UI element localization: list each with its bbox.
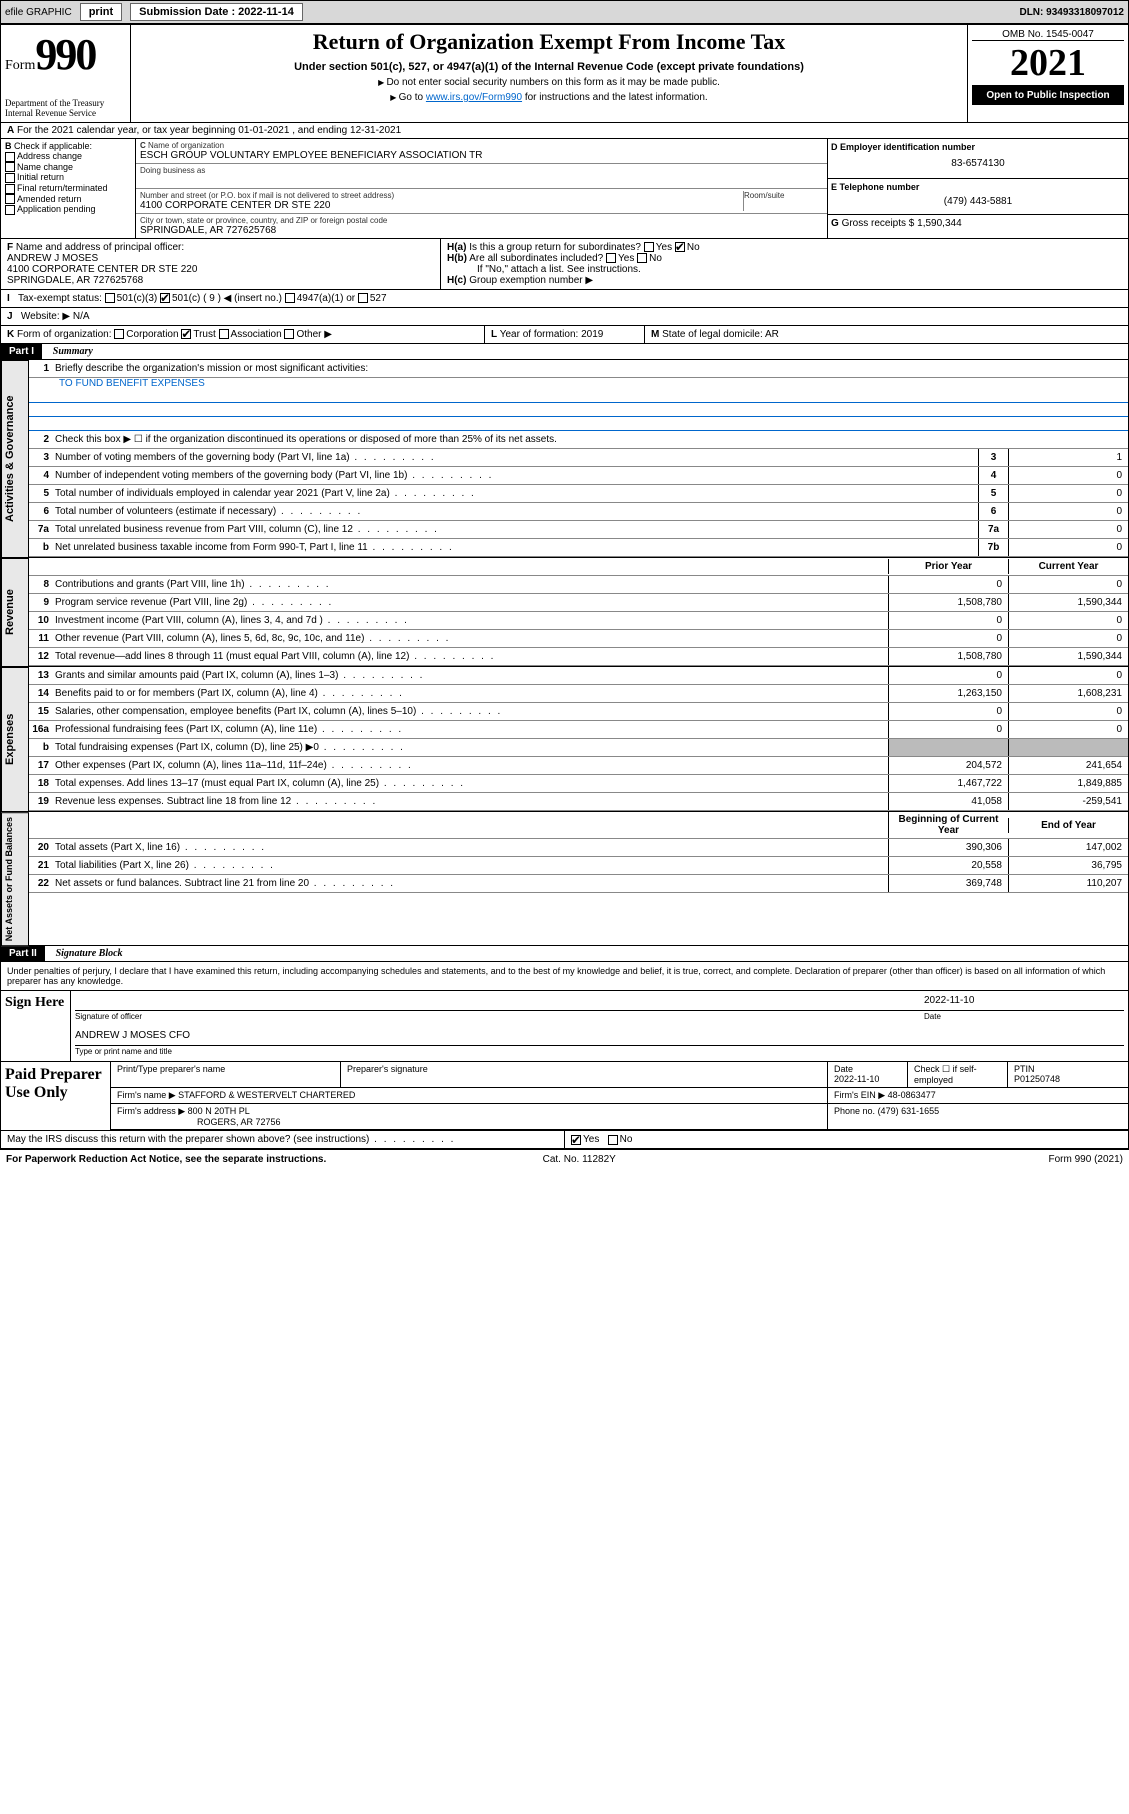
print-button[interactable]: print — [80, 3, 122, 21]
firm-ein: 48-0863477 — [888, 1090, 936, 1100]
501c9-check[interactable] — [160, 293, 170, 303]
mission[interactable]: TO FUND BENEFIT EXPENSES — [59, 378, 205, 389]
chk-initial[interactable]: Initial return — [5, 172, 131, 183]
form-header: Form990 Department of the Treasury Inter… — [0, 24, 1129, 123]
col-deg: D Employer identification number83-65741… — [828, 139, 1128, 239]
table-row: 6Total number of volunteers (estimate if… — [29, 503, 1128, 521]
chk-final[interactable]: Final return/terminated — [5, 183, 131, 194]
table-row: 22Net assets or fund balances. Subtract … — [29, 875, 1128, 893]
part1-header: Part I Summary — [0, 344, 1129, 360]
instr-link: Go to www.irs.gov/Form990 for instructio… — [135, 92, 963, 103]
table-row: 14Benefits paid to or for members (Part … — [29, 685, 1128, 703]
row-fh: F Name and address of principal officer:… — [0, 239, 1129, 290]
table-row: 13Grants and similar amounts paid (Part … — [29, 667, 1128, 685]
table-row: 4Number of independent voting members of… — [29, 467, 1128, 485]
form-subtitle: Under section 501(c), 527, or 4947(a)(1)… — [135, 61, 963, 73]
chk-name[interactable]: Name change — [5, 162, 131, 173]
submission-date: Submission Date : 2022-11-14 — [130, 3, 303, 21]
net-label: Net Assets or Fund Balances — [1, 812, 29, 946]
chk-address[interactable]: Address change — [5, 151, 131, 162]
table-row: 7aTotal unrelated business revenue from … — [29, 521, 1128, 539]
open-inspection: Open to Public Inspection — [972, 86, 1124, 105]
row-klm: K Form of organization: Corporation Trus… — [0, 326, 1129, 344]
year-formed: 2019 — [581, 329, 603, 340]
trust-check[interactable] — [181, 329, 191, 339]
header-title-cell: Return of Organization Exempt From Incom… — [131, 25, 968, 122]
rev-label: Revenue — [1, 558, 29, 667]
table-row: 8Contributions and grants (Part VIII, li… — [29, 576, 1128, 594]
row-j: J Website: ▶ N/A — [0, 308, 1129, 326]
prep-date: 2022-11-10 — [834, 1074, 879, 1084]
cat-no: Cat. No. 11282Y — [543, 1154, 616, 1165]
col-b: B Check if applicable: Address change Na… — [1, 139, 136, 239]
table-row: 12Total revenue—add lines 8 through 11 (… — [29, 648, 1128, 666]
phone: (479) 443-5881 — [831, 192, 1125, 211]
table-row: 16aProfessional fundraising fees (Part I… — [29, 721, 1128, 739]
chk-pending[interactable]: Application pending — [5, 204, 131, 215]
firm-name: STAFFORD & WESTERVELT CHARTERED — [178, 1090, 355, 1100]
table-row: 3Number of voting members of the governi… — [29, 449, 1128, 467]
form-number-cell: Form990 Department of the Treasury Inter… — [1, 25, 131, 122]
instr-ssn: Do not enter social security numbers on … — [135, 77, 963, 88]
gross-receipts: 1,590,344 — [917, 218, 962, 229]
irs-link[interactable]: www.irs.gov/Form990 — [426, 92, 522, 103]
form-title: Return of Organization Exempt From Incom… — [135, 29, 963, 55]
form-ref: Form 990 (2021) — [1049, 1154, 1123, 1165]
expenses-block: Expenses 13Grants and similar amounts pa… — [0, 667, 1129, 812]
discuss-row: May the IRS discuss this return with the… — [0, 1131, 1129, 1149]
sign-block: Sign Here Signature of officer2022-11-10… — [0, 990, 1129, 1062]
gov-label: Activities & Governance — [1, 360, 29, 558]
table-row: 18Total expenses. Add lines 13–17 (must … — [29, 775, 1128, 793]
table-row: 21Total liabilities (Part X, line 26)20,… — [29, 857, 1128, 875]
exp-label: Expenses — [1, 667, 29, 812]
sign-date: 2022-11-10 — [924, 995, 1124, 1011]
discuss-yes[interactable] — [571, 1135, 581, 1145]
ha-no[interactable] — [675, 242, 685, 252]
domicile: AR — [765, 329, 779, 340]
table-row: 9Program service revenue (Part VIII, lin… — [29, 594, 1128, 612]
col-c: C Name of organizationESCH GROUP VOLUNTA… — [136, 139, 828, 239]
table-row: 5Total number of individuals employed in… — [29, 485, 1128, 503]
table-row: 19Revenue less expenses. Subtract line 1… — [29, 793, 1128, 811]
row-a: A For the 2021 calendar year, or tax yea… — [0, 123, 1129, 139]
footer: For Paperwork Reduction Act Notice, see … — [0, 1149, 1129, 1169]
efile-label: efile GRAPHIC — [5, 7, 72, 18]
part2-header: Part II Signature Block — [0, 946, 1129, 962]
website: N/A — [73, 311, 90, 322]
firm-addr: 800 N 20TH PL — [188, 1106, 250, 1116]
top-bar: efile GRAPHIC print Submission Date : 20… — [0, 0, 1129, 24]
governance-block: Activities & Governance 1Briefly describ… — [0, 360, 1129, 558]
table-row: bNet unrelated business taxable income f… — [29, 539, 1128, 557]
form-num: 990 — [35, 30, 95, 79]
row-i: I Tax-exempt status: 501(c)(3) 501(c) ( … — [0, 290, 1129, 308]
revenue-block: Revenue Prior YearCurrent Year 8Contribu… — [0, 558, 1129, 667]
org-name: ESCH GROUP VOLUNTARY EMPLOYEE BENEFICIAR… — [140, 150, 483, 161]
table-row: 17Other expenses (Part IX, column (A), l… — [29, 757, 1128, 775]
org-addr: 4100 CORPORATE CENTER DR STE 220 — [140, 200, 330, 211]
form-word: Form — [5, 58, 35, 73]
netassets-block: Net Assets or Fund Balances Beginning of… — [0, 812, 1129, 946]
ein: 83-6574130 — [831, 152, 1125, 175]
table-row: 11Other revenue (Part VIII, column (A), … — [29, 630, 1128, 648]
table-row: 10Investment income (Part VIII, column (… — [29, 612, 1128, 630]
table-row: 15Salaries, other compensation, employee… — [29, 703, 1128, 721]
firm-phone: (479) 631-1655 — [878, 1106, 940, 1116]
identity-block: B Check if applicable: Address change Na… — [0, 139, 1129, 239]
dln: DLN: 93493318097012 — [1019, 7, 1124, 18]
org-city: SPRINGDALE, AR 727625768 — [140, 225, 276, 236]
officer-name-title: ANDREW J MOSES CFO — [75, 1030, 1124, 1046]
table-row: 20Total assets (Part X, line 16)390,3061… — [29, 839, 1128, 857]
perjury-decl: Under penalties of perjury, I declare th… — [0, 962, 1129, 990]
paid-preparer-block: Paid Preparer Use Only Print/Type prepar… — [0, 1062, 1129, 1131]
chk-amended[interactable]: Amended return — [5, 194, 131, 205]
omb: OMB No. 1545-0047 — [1002, 29, 1094, 40]
table-row: bTotal fundraising expenses (Part IX, co… — [29, 739, 1128, 757]
tax-year: 2021 — [972, 40, 1124, 86]
officer-name: ANDREW J MOSES — [7, 253, 98, 264]
ptin: P01250748 — [1014, 1074, 1060, 1084]
omb-cell: OMB No. 1545-0047 2021 Open to Public In… — [968, 25, 1128, 122]
dept: Department of the Treasury Internal Reve… — [5, 98, 126, 118]
